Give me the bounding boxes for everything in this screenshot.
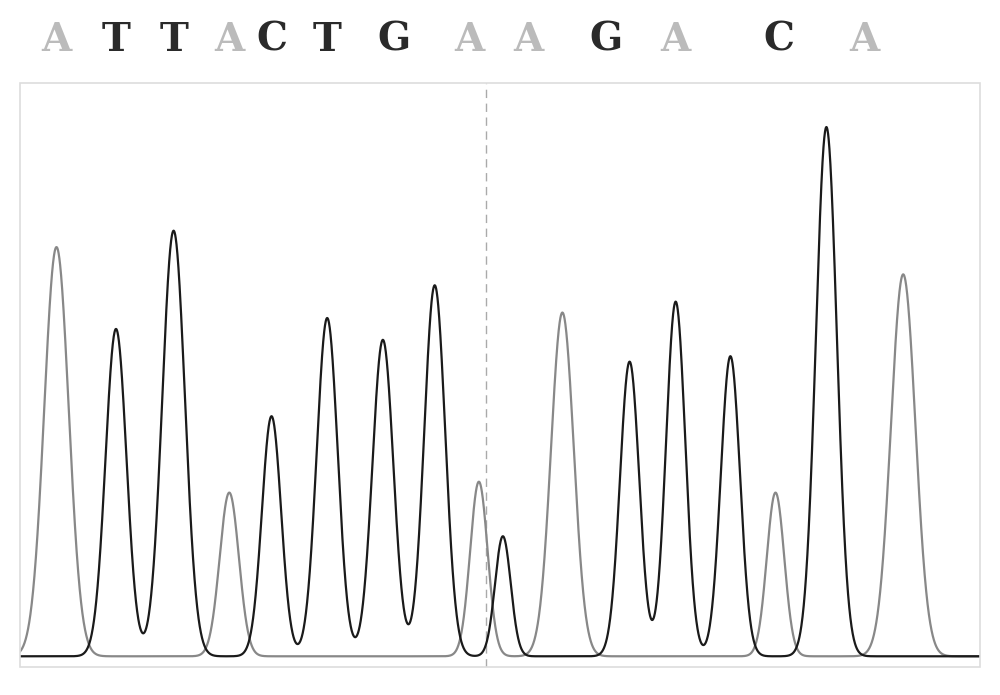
Text: T: T <box>159 21 188 59</box>
Text: G: G <box>378 21 411 59</box>
Text: A: A <box>41 21 72 59</box>
Text: A: A <box>661 21 691 59</box>
Text: C: C <box>256 21 287 59</box>
Text: C: C <box>763 21 794 59</box>
Text: G: G <box>589 21 622 59</box>
Text: T: T <box>102 21 130 59</box>
Text: A: A <box>454 21 484 59</box>
Text: A: A <box>850 21 880 59</box>
Text: T: T <box>313 21 342 59</box>
Text: A: A <box>214 21 244 59</box>
Text: A: A <box>514 21 544 59</box>
